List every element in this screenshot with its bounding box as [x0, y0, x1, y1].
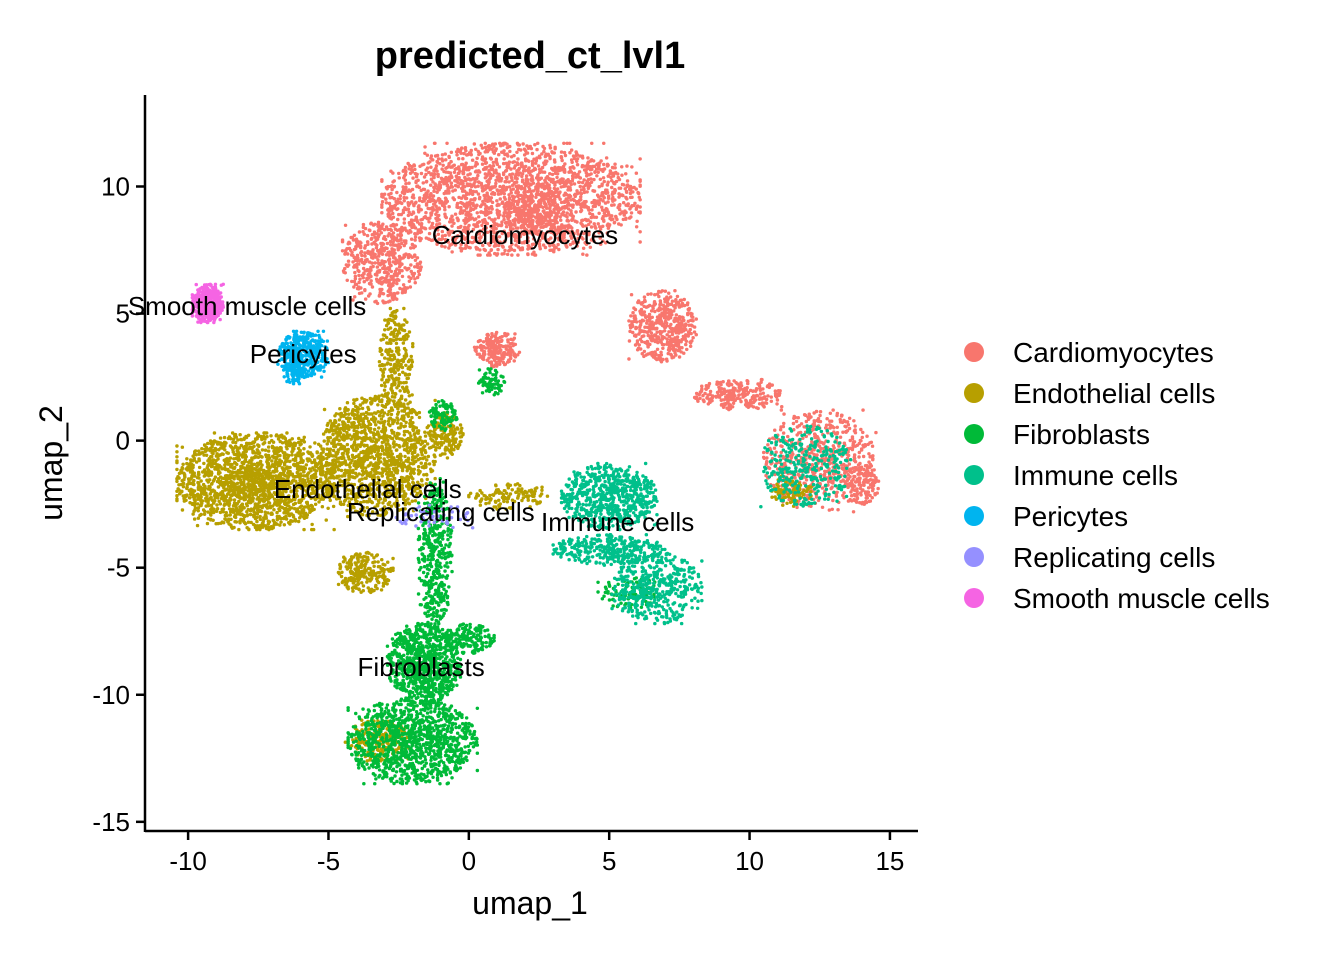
point-cluster-cardiomyocytes-4: [627, 289, 698, 364]
cluster-labels: Cardiomyocytes Endothelial cells Fibroblas…: [128, 220, 694, 682]
point-cluster-fibroblasts-4: [427, 399, 459, 433]
legend-label-immune-cells: Immune cells: [1013, 460, 1178, 491]
point-cluster-immune-cells-1: [551, 533, 667, 567]
x-tick-label: -5: [317, 846, 340, 876]
point-cluster-fibroblasts-5: [476, 367, 507, 397]
point-cluster-immune-cells-0: [559, 461, 659, 532]
point-cluster-fibroblasts-1: [346, 695, 480, 786]
points-layer: [175, 141, 881, 786]
legend-label-replicating-cells: Replicating cells: [1013, 542, 1215, 573]
series-replicating-cells: [394, 503, 475, 530]
legend-label-cardiomyocytes: Cardiomyocytes: [1013, 337, 1214, 368]
series-immune-cells: [551, 424, 853, 626]
x-tick-label: 5: [602, 846, 616, 876]
chart-title: predicted_ct_lvl1: [375, 35, 685, 77]
legend-key-pericytes: [964, 506, 984, 526]
point-cluster-cardiomyocytes-3: [472, 330, 522, 369]
cluster-label-endothelial-cells: Endothelial cells: [274, 474, 462, 504]
point-cluster-endothelial-cells-2: [377, 306, 415, 412]
legend-key-immune-cells: [964, 465, 984, 485]
legend-key-smooth-muscle-cells: [964, 588, 984, 608]
legend-key-endothelial-cells: [964, 383, 984, 403]
point-cluster-endothelial-cells-3: [336, 550, 395, 595]
point-cluster-endothelial-cells-1: [315, 393, 437, 519]
point-cluster-cardiomyocytes-1: [340, 220, 423, 306]
y-tick-label: -15: [92, 807, 130, 837]
cluster-label-cardiomyocytes: Cardiomyocytes: [432, 220, 618, 250]
x-tick-label: 15: [875, 846, 904, 876]
y-tick-label: 0: [116, 426, 130, 456]
legend-label-fibroblasts: Fibroblasts: [1013, 419, 1150, 450]
point-cluster-endothelial-cells-0: [175, 431, 336, 532]
y-tick-label: -10: [92, 680, 130, 710]
legend-label-smooth-muscle-cells: Smooth muscle cells: [1013, 583, 1270, 614]
y-tick-label: -5: [107, 553, 130, 583]
x-tick-label: 0: [462, 846, 476, 876]
cluster-label-replicating-cells: Replicating cells: [347, 497, 535, 527]
point-cluster-cardiomyocytes-5: [692, 377, 784, 412]
y-tick-label: 5: [116, 299, 130, 329]
point-cluster-cardiomyocytes-7: [843, 461, 881, 506]
cluster-label-immune-cells: Immune cells: [541, 507, 694, 537]
point-cluster-immune-cells-2: [610, 550, 704, 626]
y-axis-title: umap_2: [33, 405, 69, 521]
legend: Cardiomyocytes Endothelial cells Fibroblas…: [964, 337, 1270, 614]
point-cluster-pericytes-1: [281, 362, 306, 386]
point-cluster-cardiomyocytes-0: [380, 141, 642, 257]
cluster-label-fibroblasts: Fibroblasts: [358, 652, 485, 682]
cluster-label-pericytes: Pericytes: [250, 339, 357, 369]
series-cardiomyocytes: [340, 141, 881, 514]
x-axis-title: umap_1: [472, 885, 588, 921]
point-cluster-immune-cells-3: [759, 424, 853, 509]
point-cluster-replicating-cells-0: [394, 503, 475, 530]
point-cluster-pericytes-0: [276, 329, 331, 379]
legend-label-pericytes: Pericytes: [1013, 501, 1128, 532]
point-cluster-endothelial-cells-5: [467, 482, 550, 511]
point-cluster-cardiomyocytes-2: [502, 197, 559, 236]
x-axis-ticks: -10 -5 0 5 10 15: [169, 831, 904, 876]
point-cluster-fibroblasts-3: [442, 622, 496, 655]
series-endothelial-cells: [175, 306, 813, 763]
series-pericytes: [276, 329, 331, 386]
point-cluster-smooth-muscle-cells-0: [190, 282, 225, 325]
cluster-label-smooth-muscle-cells: Smooth muscle cells: [128, 291, 366, 321]
y-tick-label: 10: [101, 171, 130, 201]
series-smooth-muscle-cells: [190, 282, 225, 325]
y-axis-ticks: -15 -10 -5 0 5 10: [92, 171, 145, 837]
legend-key-fibroblasts: [964, 424, 984, 444]
legend-key-cardiomyocytes: [964, 342, 984, 362]
x-tick-label: 10: [735, 846, 764, 876]
legend-label-endothelial-cells: Endothelial cells: [1013, 378, 1215, 409]
legend-key-replicating-cells: [964, 547, 984, 567]
x-tick-label: -10: [169, 846, 207, 876]
point-cluster-fibroblasts-0: [385, 621, 463, 707]
